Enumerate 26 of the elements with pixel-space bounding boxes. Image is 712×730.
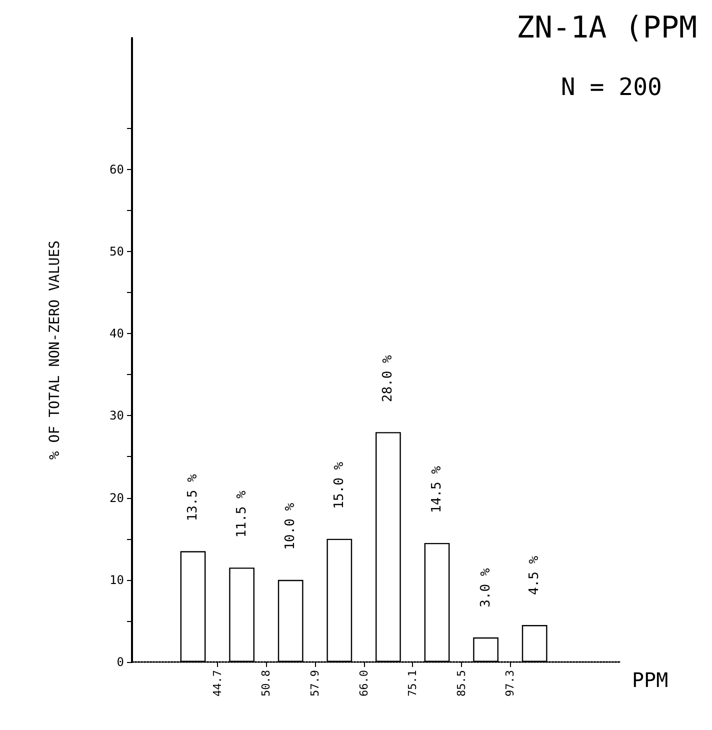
y-tick-label: 60 [110,162,124,176]
x-tick-label: 97.3 [504,670,517,696]
data-label: 3.0 % [478,568,494,608]
y-tick-label: 30 [110,408,124,423]
data-label: 4.5 % [527,556,542,596]
data-label: 14.5 % [430,466,444,513]
x-tick-label: 75.1 [406,670,420,696]
chart-title: ZN-1A (PPM [516,10,698,46]
y-tick-label: 20 [110,490,124,505]
x-tick-label: 85.5 [454,670,468,696]
y-tick-label: 40 [110,326,124,341]
x-tick-label: 44.7 [210,670,224,696]
data-label: 13.5 % [186,474,200,522]
y-axis-title: % OF TOTAL NON-ZERO VALUES [47,240,63,460]
data-label: 15.0 % [332,462,347,509]
x-tick-label: 50.8 [260,670,273,696]
x-axis-title: PPM [632,668,668,692]
y-tick-label: 10 [110,572,124,587]
x-tick-label: 57.9 [308,670,322,696]
data-label: 11.5 % [234,490,250,538]
data-label: 10.0 % [283,502,298,550]
y-tick-label: 0 [116,655,124,669]
x-tick-label: 66.0 [357,670,370,696]
data-label: 28.0 % [380,354,396,402]
y-tick-label: 50 [110,244,124,258]
annotation: N = 200 [560,73,662,101]
